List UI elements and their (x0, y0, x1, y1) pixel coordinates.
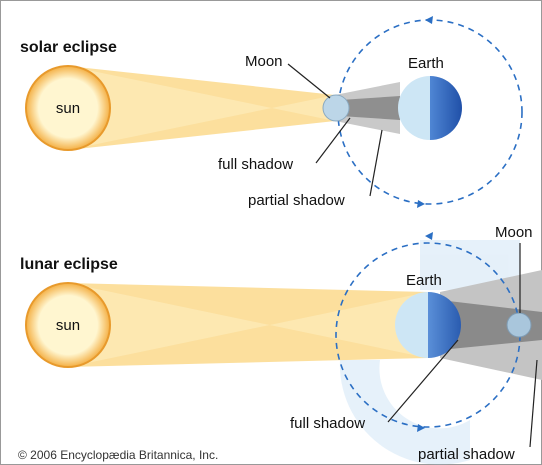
full-shadow-label: full shadow (218, 156, 293, 173)
sun-label: sun (56, 317, 80, 334)
panel-title: lunar eclipse (20, 256, 118, 273)
earth (398, 76, 462, 140)
moon (323, 95, 349, 121)
sun-label: sun (56, 100, 80, 117)
moon (507, 313, 531, 337)
partial-shadow-label: partial shadow (418, 446, 515, 463)
full-shadow-label: full shadow (290, 415, 365, 432)
partial-shadow-label: partial shadow (248, 192, 345, 209)
moon-label: Moon (245, 53, 283, 70)
credit: © 2006 Encyclopædia Britannica, Inc. (18, 448, 218, 462)
moon-label: Moon (495, 224, 533, 241)
panel-title: solar eclipse (20, 39, 117, 56)
earth-label: Earth (408, 55, 444, 72)
diagram: solar eclipse sun Moon Earth full shadow… (0, 0, 542, 465)
earth-label: Earth (406, 272, 442, 289)
